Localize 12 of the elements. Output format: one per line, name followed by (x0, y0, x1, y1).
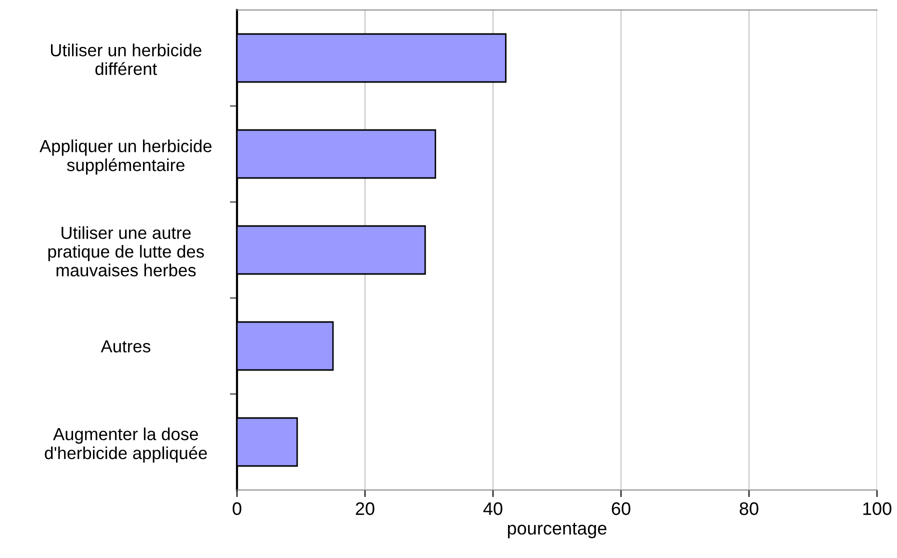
x-tick-label: 100 (863, 502, 892, 516)
y-tick-label: Augmenter la dose d'herbicide appliquée (44, 428, 207, 463)
x-axis-title: pourcentage (508, 522, 606, 538)
y-tick-label: Appliquer un herbicide supplémentaire (40, 140, 212, 175)
x-tick-label: 0 (232, 502, 242, 516)
y-tick-label: Autres (100, 340, 150, 352)
y-tick-label: Utiliser une autre pratique de lutte des mauvaises herbes (48, 226, 204, 276)
x-tick-label: 20 (356, 502, 374, 516)
y-tick-label: Utiliser un herbicide différent (51, 44, 202, 76)
x-tick-label: 40 (483, 502, 502, 516)
x-tick-label: 80 (740, 502, 758, 516)
x-tick-label: 60 (612, 502, 630, 516)
